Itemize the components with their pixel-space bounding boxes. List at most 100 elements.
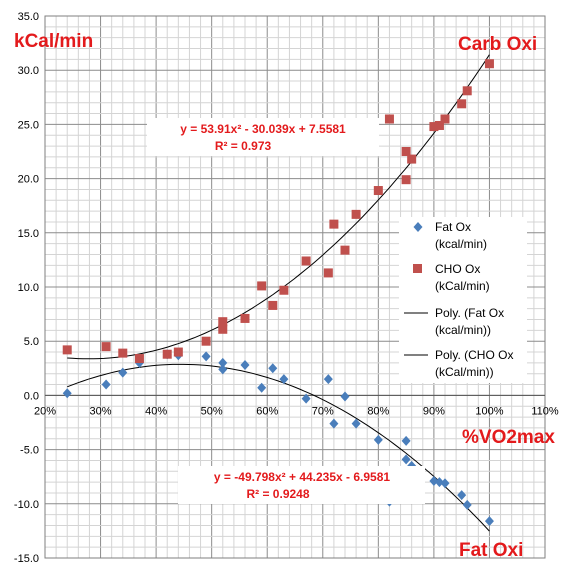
cho-ox-point — [401, 147, 411, 156]
cho-ox-point — [279, 285, 289, 295]
legend-fat-marker — [413, 222, 423, 232]
x-tick-label: 50% — [201, 405, 223, 417]
fat-oxi-label: Fat Oxi — [459, 540, 523, 561]
plot-border — [44, 15, 546, 559]
fat-ox-point — [279, 374, 289, 385]
x-axis-label: %VO2max — [462, 427, 555, 448]
y-tick-label: 5.0 — [24, 336, 39, 348]
cho-ox-point — [118, 348, 128, 358]
y-tick-label: 0.0 — [24, 390, 39, 402]
cho-ox-point — [218, 324, 228, 334]
fat-ox-point — [351, 418, 361, 429]
fat-ox-point — [323, 374, 333, 385]
fat-equation: y = -49.798x² + 44.235x - 6.9581 — [214, 470, 390, 484]
cho-ox-point — [62, 345, 72, 355]
cho-ox-point — [462, 86, 472, 96]
legend-fat-poly-label-1: Poly. (Fat Ox — [435, 306, 504, 320]
y-tick-label: 15.0 — [18, 228, 39, 240]
fat-ox-point — [429, 476, 439, 487]
legend-fat-label-2: (kcal/min) — [435, 237, 487, 251]
fat-ox-point — [218, 364, 228, 375]
x-tick-label: 90% — [423, 405, 445, 417]
fat-ox-point — [462, 499, 472, 510]
cho-ox-point — [240, 313, 250, 323]
fat-ox-point — [268, 363, 278, 374]
legend: Fat Ox (kcal/min) CHO Ox (kCal/min) Poly… — [399, 217, 527, 383]
legend-cho-marker — [413, 264, 422, 273]
legend-cho-label-2: (kCal/min) — [435, 279, 490, 293]
axes: -15.0 -10.0 -5.0 0.0 5.0 10.0 15.0 20.0 25.0 30.0… — [14, 11, 559, 565]
fat-ox-point — [373, 434, 383, 445]
fat-r2: R² = 0.9248 — [246, 487, 309, 501]
x-tick-label: 30% — [90, 405, 112, 417]
cho-ox-point — [301, 256, 311, 266]
legend-fat-label-1: Fat Ox — [435, 220, 471, 234]
legend-cho-poly-label-2: (kCal/min)) — [435, 365, 494, 379]
y-tick-label: 35.0 — [18, 11, 39, 23]
fat-ox-point — [101, 379, 111, 390]
carb-r2: R² = 0.973 — [215, 139, 272, 153]
y-tick-label: 20.0 — [18, 174, 39, 186]
cho-ox-point — [384, 114, 394, 124]
cho-ox-point — [429, 122, 439, 132]
cho-ox-point — [373, 186, 383, 196]
cho-ox-point — [329, 219, 339, 229]
legend-fat-poly-label-2: (kcal/min)) — [435, 323, 491, 337]
fat-ox-point — [440, 478, 450, 489]
cho-ox-point — [440, 114, 450, 124]
fat-ox-point — [118, 367, 128, 378]
fat-ox-point — [257, 382, 267, 393]
cho-ox-point — [134, 354, 144, 364]
x-tick-label: 20% — [34, 405, 56, 417]
carb-oxi-label: Carb Oxi — [458, 34, 537, 55]
y-tick-label: -15.0 — [14, 553, 39, 565]
fat-ox-point — [218, 357, 228, 368]
fat-ox-point — [240, 360, 250, 371]
cho-ox-point — [268, 300, 278, 310]
fat-ox-point — [401, 435, 411, 446]
fat-ox-point — [329, 418, 339, 429]
x-tick-label: 60% — [256, 405, 278, 417]
x-tick-label: 110% — [531, 405, 559, 417]
cho-ox-point — [162, 349, 172, 359]
y-tick-label: 10.0 — [18, 282, 39, 294]
carb-equation-bg — [147, 118, 379, 156]
fat-trendline — [67, 363, 490, 532]
fat-ox-point — [62, 388, 72, 399]
x-tick-label: 70% — [312, 405, 334, 417]
x-tick-label: 80% — [367, 405, 389, 417]
legend-cho-label-1: CHO Ox — [435, 262, 480, 276]
cho-ox-point — [257, 281, 267, 291]
carb-equation-box: y = 53.91x² - 30.039x + 7.5581 R² = 0.97… — [147, 118, 379, 156]
cho-ox-point — [351, 209, 361, 219]
cho-ox-point — [407, 154, 417, 164]
y-tick-label: -5.0 — [20, 445, 39, 457]
fat-equation-box: y = -49.798x² + 44.235x - 6.9581 R² = 0.… — [178, 466, 425, 504]
fat-ox-point — [201, 351, 211, 362]
carb-equation: y = 53.91x² - 30.039x + 7.5581 — [180, 122, 346, 136]
cho-ox-point — [401, 175, 411, 185]
y-axis-label: kCal/min — [14, 31, 93, 52]
y-tick-label: 25.0 — [18, 119, 39, 131]
cho-ox-point — [434, 120, 444, 130]
fat-ox-point — [340, 391, 350, 402]
fat-ox-point — [434, 477, 444, 488]
fat-ox-point — [484, 516, 494, 527]
y-tick-label: 30.0 — [18, 65, 39, 77]
cho-ox-point — [201, 336, 211, 346]
x-tick-label: 100% — [475, 405, 503, 417]
cho-ox-point — [340, 245, 350, 255]
fat-equation-bg — [178, 466, 425, 504]
cho-ox-point — [173, 347, 183, 357]
fat-ox-point — [301, 393, 311, 404]
cho-ox-point — [101, 342, 111, 352]
data-points — [62, 59, 494, 527]
legend-cho-poly-label-1: Poly. (CHO Ox — [435, 348, 513, 362]
fat-ox-point — [401, 454, 411, 465]
cho-ox-point — [218, 317, 228, 327]
cho-ox-point — [323, 268, 333, 278]
cho-ox-point — [457, 99, 467, 109]
fat-ox-point — [457, 490, 467, 501]
